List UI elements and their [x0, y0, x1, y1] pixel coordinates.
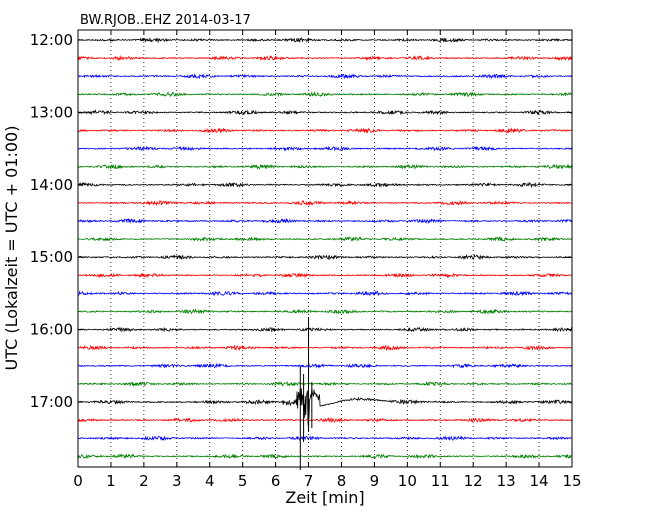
seismic-trace: [77, 73, 573, 80]
seismic-trace: [77, 388, 573, 428]
y-axis: 12:00 13:00 14:00 15:00 16:00 17:00: [30, 31, 572, 411]
y-tick-label: 15:00: [30, 248, 73, 266]
seismic-trace: [77, 362, 573, 369]
seismic-trace: [77, 416, 573, 423]
plot-area-background: [78, 30, 572, 467]
x-tick-label: 1: [106, 472, 116, 490]
seismic-trace: [77, 217, 573, 225]
seismic-trace: [77, 326, 573, 333]
seismic-trace: [77, 344, 573, 352]
seismic-trace: [77, 37, 573, 44]
x-tick-label: 5: [238, 472, 248, 490]
x-tick-label: 3: [172, 472, 182, 490]
seismic-trace: [78, 308, 573, 315]
x-tick-label: 13: [497, 472, 516, 490]
x-axis-label: Zeit [min]: [285, 488, 364, 507]
chart-title: BW.RJOB..EHZ 2014-03-17: [80, 13, 251, 28]
x-tick-label: 10: [398, 472, 417, 490]
x-tick-label: 2: [139, 472, 149, 490]
seismic-trace: [77, 236, 573, 242]
y-tick-label: 17:00: [30, 393, 73, 411]
seismic-trace: [77, 272, 573, 279]
x-tick-label: 9: [370, 472, 380, 490]
seismic-trace: [77, 181, 573, 189]
x-tick-label: 8: [337, 472, 347, 490]
seismic-trace: [77, 290, 573, 297]
seismic-trace: [77, 453, 573, 460]
x-tick-label: 4: [205, 472, 215, 490]
x-tick-label: 6: [271, 472, 281, 490]
minute-gridlines: [110, 30, 540, 467]
y-axis-label: UTC (Lokalzeit = UTC + 01:00): [2, 126, 21, 371]
seismic-trace: [77, 380, 573, 388]
seismic-trace: [77, 54, 573, 62]
x-tick-label: 14: [530, 472, 549, 490]
y-tick-label: 12:00: [30, 31, 73, 49]
x-axis: 0 1 2 3 4 5 6 7 8 9 10 11 12 13 14 15: [73, 30, 582, 490]
seismic-trace: [77, 163, 573, 170]
seismic-trace: [77, 200, 573, 207]
seismic-trace: [77, 435, 573, 442]
plot-frame: [77, 29, 573, 468]
y-tick-label: 16:00: [30, 321, 73, 339]
seismic-trace: [77, 90, 573, 98]
seismic-trace: [77, 109, 573, 116]
x-tick-label: 15: [562, 472, 581, 490]
x-tick-label: 11: [431, 472, 450, 490]
x-tick-label: 0: [73, 472, 83, 490]
x-tick-label: 12: [464, 472, 483, 490]
trace-group: [77, 37, 573, 470]
y-tick-label: 13:00: [30, 103, 73, 121]
x-tick-label: 7: [304, 472, 314, 490]
seismic-trace: [77, 253, 573, 261]
seismic-trace: [77, 145, 573, 152]
seismic-trace: [77, 127, 573, 134]
y-tick-label: 14:00: [30, 176, 73, 194]
